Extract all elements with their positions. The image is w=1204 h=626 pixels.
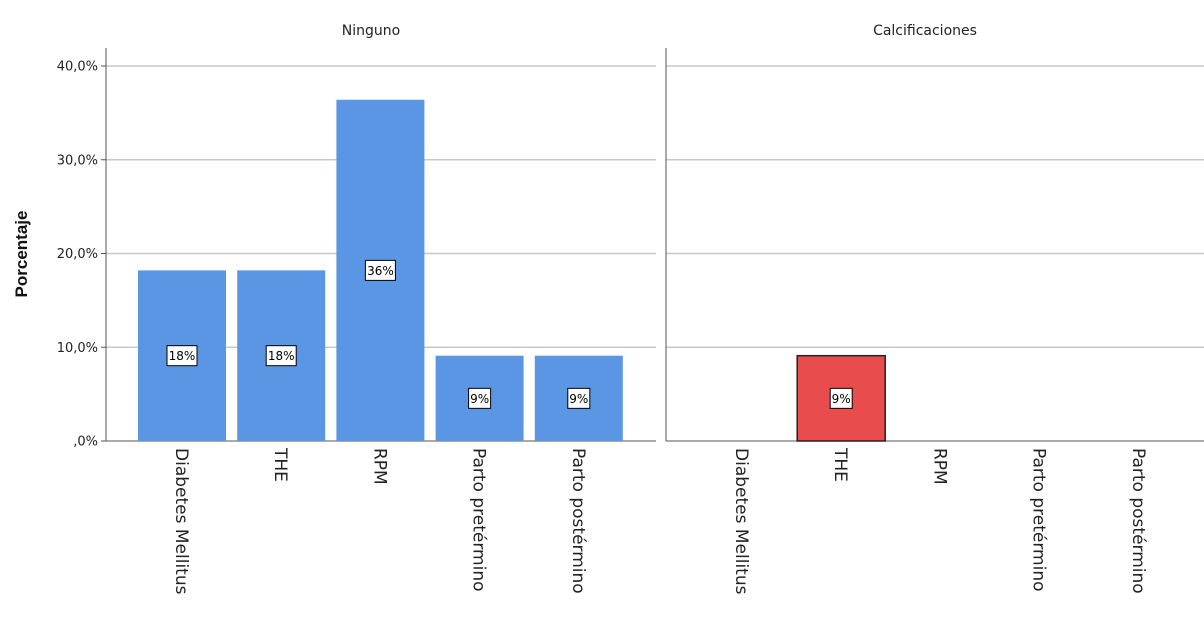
y-axis-label: Porcentaje xyxy=(12,211,31,298)
data-label: 18% xyxy=(268,349,295,363)
data-label-box xyxy=(265,345,297,367)
y-tick-label: 40,0% xyxy=(57,60,98,75)
x-tick-label: Diabetes Mellitus xyxy=(171,448,191,595)
x-tick-label: Parto postérmino xyxy=(1128,448,1148,594)
data-label-box xyxy=(364,259,396,281)
data-label-box xyxy=(567,387,591,409)
x-tick-label: RPM xyxy=(929,448,949,485)
panel-title: Calcificaciones xyxy=(873,23,977,39)
data-label-box xyxy=(468,387,492,409)
x-tick-label: THE xyxy=(270,447,290,482)
data-label-box xyxy=(829,387,853,409)
data-label-box xyxy=(166,345,198,367)
y-tick-label: 20,0% xyxy=(57,247,98,262)
x-tick-label: Parto pretérmino xyxy=(1029,448,1049,592)
y-tick-label: ,0% xyxy=(73,435,98,450)
data-label: 9% xyxy=(569,392,588,406)
y-tick-label: 10,0% xyxy=(57,341,98,356)
x-tick-label: RPM xyxy=(369,448,389,485)
x-tick-label: THE xyxy=(830,447,850,482)
data-label: 9% xyxy=(832,392,851,406)
panel-title: Ninguno xyxy=(342,23,400,39)
x-tick-label: Parto postérmino xyxy=(568,448,588,594)
y-tick-label: 30,0% xyxy=(57,153,98,168)
data-label: 9% xyxy=(470,392,489,406)
x-tick-label: Diabetes Mellitus xyxy=(731,448,751,595)
x-tick-label: Parto pretérmino xyxy=(469,448,489,592)
data-label: 36% xyxy=(367,264,394,278)
data-label: 18% xyxy=(169,349,196,363)
